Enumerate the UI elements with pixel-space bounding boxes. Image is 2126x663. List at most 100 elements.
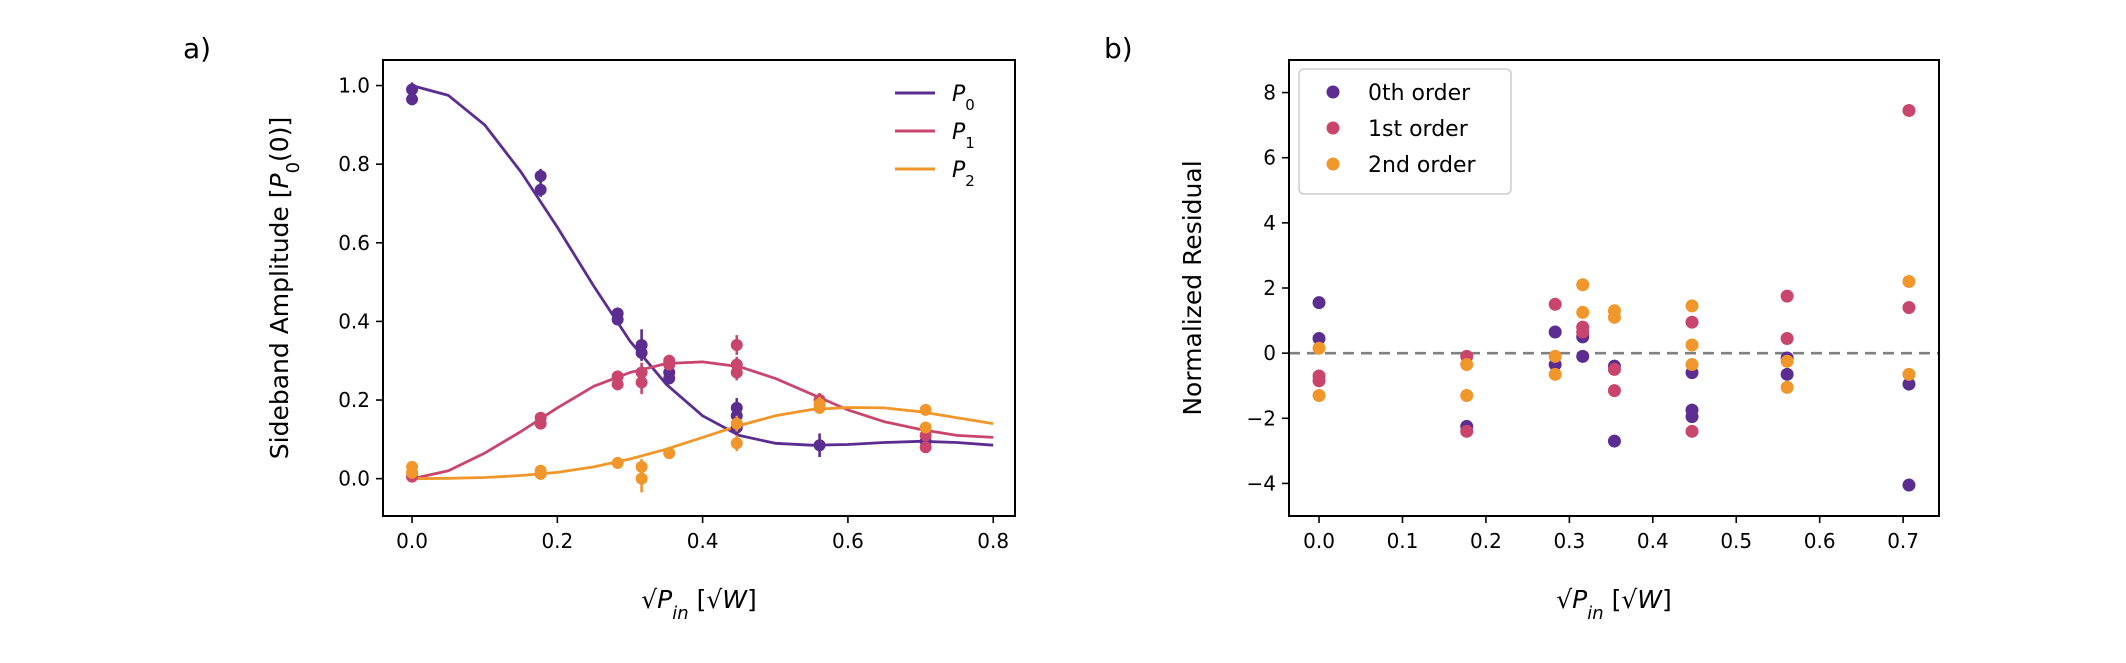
residual-point xyxy=(1312,374,1326,388)
residual-point xyxy=(1902,301,1916,315)
legend-label-p2: P2 xyxy=(952,158,975,190)
panel-label: a) xyxy=(183,32,211,65)
y-tick-label: −2 xyxy=(1247,406,1276,430)
y-axis-label: Sideband Amplitude [P0(0)] xyxy=(265,117,304,459)
data-point xyxy=(663,372,676,385)
x-axis-label: √Pin [√W] xyxy=(641,585,757,624)
residual-point xyxy=(1576,278,1590,292)
data-point xyxy=(611,456,624,469)
data-point xyxy=(406,83,419,96)
residual-point xyxy=(1548,297,1562,311)
residual-point xyxy=(1460,424,1474,438)
residual-point xyxy=(1548,367,1562,381)
y-tick-label: −4 xyxy=(1247,471,1276,495)
residual-point xyxy=(1780,367,1794,381)
legend-marker-p1 xyxy=(1326,121,1340,135)
data-point xyxy=(663,358,676,371)
residual-point xyxy=(1312,331,1326,345)
y-tick-label: 4 xyxy=(1263,211,1276,235)
legend-marker-p0 xyxy=(1326,85,1340,99)
data-point xyxy=(919,403,932,416)
y-tick-label: 2 xyxy=(1263,276,1276,300)
x-tick-label: 0.6 xyxy=(832,529,864,553)
y-tick-label: 8 xyxy=(1263,81,1276,105)
x-tick-label: 0.4 xyxy=(1637,529,1669,553)
residual-point xyxy=(1312,296,1326,310)
y-tick-label: 0 xyxy=(1263,341,1276,365)
residual-point xyxy=(1902,478,1916,492)
residual-point xyxy=(1902,103,1916,117)
chart-panel-a: a) 0.0 0.2 0.4 0.6 0.8 0.0 0.2 0.4 0.6 0.8 1.0 √Pin … xyxy=(183,32,1016,624)
x-tick-label: 0.8 xyxy=(977,529,1009,553)
residual-point xyxy=(1902,377,1916,391)
data-point xyxy=(919,421,932,434)
residual-point xyxy=(1685,410,1699,424)
y-tick-label: 0.8 xyxy=(338,152,370,176)
data-point xyxy=(813,439,826,452)
x-tick-label: 0.2 xyxy=(541,529,573,553)
residual-point xyxy=(1685,338,1699,352)
legend-label: 1st order xyxy=(1368,117,1469,142)
data-point xyxy=(635,472,648,485)
residual-point xyxy=(1460,358,1474,372)
residual-point xyxy=(1685,315,1699,329)
x-tick-label: 0.1 xyxy=(1387,529,1419,553)
x-tick-label: 0.3 xyxy=(1553,529,1585,553)
legend-label: 2nd order xyxy=(1368,153,1477,178)
residual-point xyxy=(1576,305,1590,319)
x-tick-label: 0.2 xyxy=(1470,529,1502,553)
residual-point xyxy=(1460,388,1474,402)
data-point xyxy=(730,437,743,450)
residual-point xyxy=(1548,349,1562,363)
data-point xyxy=(611,378,624,391)
data-point xyxy=(534,467,547,480)
legend-label: 0th order xyxy=(1368,81,1471,106)
fit-curve-p2 xyxy=(412,406,994,481)
residual-point xyxy=(1576,325,1590,339)
data-point xyxy=(663,447,676,460)
data-point xyxy=(534,169,547,182)
plot-area xyxy=(406,82,994,493)
residual-point xyxy=(1685,358,1699,372)
residual-point xyxy=(1607,310,1621,324)
fit-curve-p0 xyxy=(411,84,994,447)
legend-label-p1: P1 xyxy=(952,120,975,152)
residual-point xyxy=(1685,424,1699,438)
residual-point xyxy=(1548,325,1562,339)
y-tick-label: 0.6 xyxy=(338,231,370,255)
residual-point xyxy=(1902,274,1916,288)
data-point xyxy=(406,93,419,106)
data-point xyxy=(730,366,743,379)
residual-point xyxy=(1902,367,1916,381)
data-point xyxy=(611,313,624,326)
residual-point xyxy=(1780,354,1794,368)
data-point xyxy=(534,183,547,196)
chart-panel-b: b) 0.0 0.1 0.2 0.3 0.4 0.5 0.6 0.7 −4 −2 0 2 4 6 8 √Pin … xyxy=(1104,32,1940,624)
legend-label-p0: P0 xyxy=(952,82,975,114)
data-point xyxy=(730,339,743,351)
y-tick-label: 0.4 xyxy=(338,309,370,333)
data-point xyxy=(813,401,826,414)
data-point xyxy=(635,376,648,389)
legend-frame xyxy=(1298,68,1512,195)
legend: 0th order 1st order 2nd order xyxy=(1298,68,1512,195)
data-point xyxy=(406,466,419,479)
x-tick-label: 0.6 xyxy=(1804,529,1836,553)
data-point xyxy=(534,417,547,430)
residual-point xyxy=(1312,388,1326,402)
plot-area xyxy=(1289,103,1939,492)
x-tick-label: 0.4 xyxy=(687,529,719,553)
residual-point xyxy=(1780,380,1794,394)
x-tick-label: 0.7 xyxy=(1887,529,1919,553)
x-tick-label: 0.0 xyxy=(396,529,428,553)
residual-point xyxy=(1607,434,1621,448)
data-point xyxy=(919,441,932,454)
y-tick-label: 0.0 xyxy=(338,467,370,491)
residual-point xyxy=(1780,289,1794,303)
x-axis-label: √Pin [√W] xyxy=(1556,585,1672,624)
data-point xyxy=(635,346,648,359)
y-tick-label: 0.2 xyxy=(338,388,370,412)
residual-point xyxy=(1312,341,1326,355)
legend-marker-p2 xyxy=(1326,157,1340,171)
